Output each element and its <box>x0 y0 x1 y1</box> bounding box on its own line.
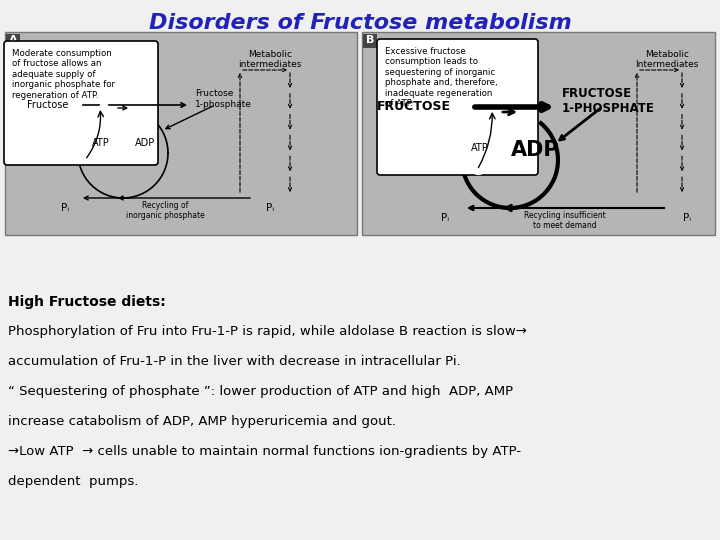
Text: Metabolic
Intermediates: Metabolic Intermediates <box>635 50 698 70</box>
Bar <box>362 32 715 235</box>
Bar <box>5 32 357 235</box>
Bar <box>6 34 20 48</box>
Text: Pᵢ: Pᵢ <box>266 203 274 213</box>
Text: increase catabolism of ADP, AMP hyperuricemia and gout.: increase catabolism of ADP, AMP hyperuri… <box>8 415 396 428</box>
Text: ATP: ATP <box>92 138 110 148</box>
Text: FRUCTOSE
1-PHOSPHATE: FRUCTOSE 1-PHOSPHATE <box>562 87 655 115</box>
Text: Disorders of Fructose metabolism: Disorders of Fructose metabolism <box>148 13 572 33</box>
Text: Recycling insufficient
to meet demand: Recycling insufficient to meet demand <box>523 211 606 231</box>
Text: dependent  pumps.: dependent pumps. <box>8 475 138 488</box>
Text: Phosphorylation of Fru into Fru-1-P is rapid, while aldolase B reaction is slow→: Phosphorylation of Fru into Fru-1-P is r… <box>8 325 527 338</box>
Text: Excessive fructose
consumption leads to
sequestering of inorganic
phosphate and,: Excessive fructose consumption leads to … <box>385 47 498 108</box>
Text: Recycling of
inorganic phosphate: Recycling of inorganic phosphate <box>126 201 205 220</box>
Text: Pᵢ: Pᵢ <box>61 203 69 213</box>
FancyBboxPatch shape <box>377 39 538 175</box>
Text: Pᵢ: Pᵢ <box>683 213 691 223</box>
Text: ATP: ATP <box>471 143 489 153</box>
Text: “ Sequestering of phosphate ”: lower production of ATP and high  ADP, AMP: “ Sequestering of phosphate ”: lower pro… <box>8 385 513 398</box>
Text: Fructose: Fructose <box>27 100 68 110</box>
Text: Pᵢ: Pᵢ <box>441 213 449 223</box>
FancyBboxPatch shape <box>4 41 158 165</box>
Text: FRUCTOSE: FRUCTOSE <box>377 100 451 113</box>
Text: High Fructose diets:: High Fructose diets: <box>8 295 166 309</box>
Text: accumulation of Fru-1-P in the liver with decrease in intracellular Pi.: accumulation of Fru-1-P in the liver wit… <box>8 355 461 368</box>
Bar <box>363 34 377 48</box>
Text: A: A <box>9 35 17 45</box>
Text: ADP: ADP <box>510 140 559 160</box>
Text: Moderate consumption
of fructose allows an
adequate supply of
inorganic phosphat: Moderate consumption of fructose allows … <box>12 49 115 99</box>
Text: B: B <box>366 35 374 45</box>
Text: Metabolic
intermediates: Metabolic intermediates <box>238 50 302 70</box>
Text: ADP: ADP <box>135 138 155 148</box>
Text: →Low ATP  → cells unable to maintain normal functions ion-gradients by ATP-: →Low ATP → cells unable to maintain norm… <box>8 445 521 458</box>
Text: Fructose
1-phosphate: Fructose 1-phosphate <box>195 89 252 109</box>
